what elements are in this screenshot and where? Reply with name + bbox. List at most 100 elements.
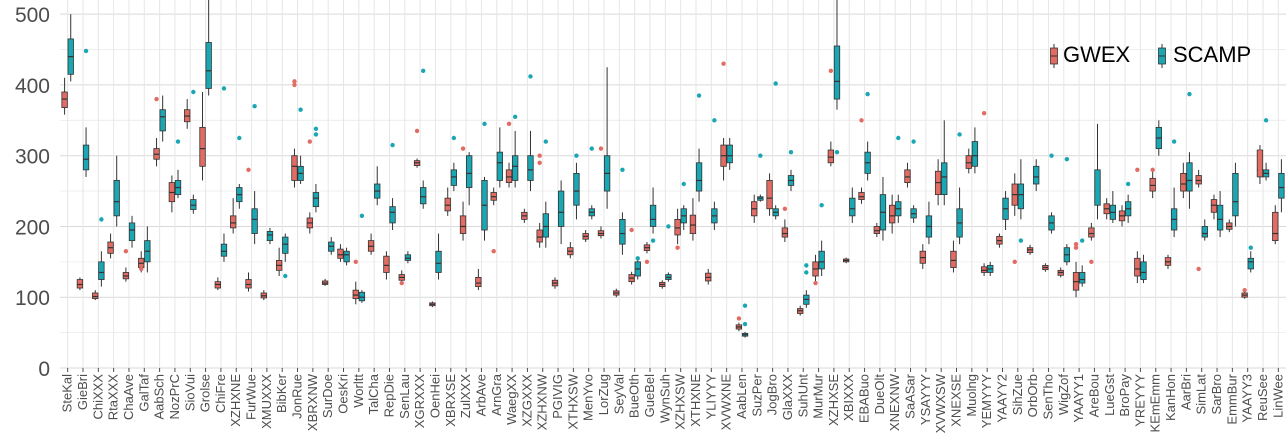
x-tick-label-xnexse: XNEXSE [949,374,964,427]
box-gwex-talcha [367,233,375,255]
outlier-scamp [1263,118,1269,123]
legend-item-scamp: SCAMP [1158,42,1251,68]
box-gwex-xzhxse [827,141,835,167]
legend-key-gwex [1050,44,1058,68]
box-gwex-rtaxxx [107,233,114,259]
x-tick-label-repdie: RepDie [381,374,396,417]
x-tick-label-talcha: TalCha [366,373,381,414]
box-scamp-sarbro [1216,191,1224,238]
box-body [230,215,237,229]
box-gwex-emmbur [1226,219,1233,233]
box-gwex-sentho [1042,263,1049,272]
box-scamp-jonrue [297,155,304,184]
box-scamp-oeskri [343,247,350,266]
box-body [199,126,206,167]
box-scamp-grolse [205,0,212,96]
outlier-scamp [1279,178,1284,183]
box-body [352,289,359,300]
box-scamp-arbave [481,176,488,241]
box-gwex-waegxx [505,162,513,188]
box-gwex-luegst [1103,198,1110,220]
box-gwex-xbrxse [444,187,451,216]
outlier-scamp [589,146,594,151]
box-gwex-menyvo [582,230,589,243]
box-gwex-pgivig [551,277,559,289]
box-gwex-xgrxxx [413,158,421,168]
box-body [1216,204,1224,231]
box-body [404,254,412,261]
box-body [695,162,703,192]
box-scamp-menyvo [588,205,595,220]
box-body [1017,183,1025,210]
box-body [92,292,99,300]
box-body [536,229,543,243]
outlier-scamp [175,139,181,144]
box-scamp-yaayy1 [1079,265,1086,287]
box-gwex-surdoe [321,278,329,286]
box-body [873,226,880,234]
x-tick-label-xzgxxx: XZGXXX [519,374,534,427]
box-gwex-xmuxxx [260,290,267,301]
outlier-gwex [675,245,680,250]
box-body [1232,172,1239,217]
box-gwex-oenhei [429,301,436,308]
box-scamp-xzhxse [833,0,841,110]
box-body [343,250,350,263]
box-scamp-muolng [971,127,979,174]
box-body [420,187,427,205]
box-scamp-chixxx [98,251,105,287]
box-scamp-linwee [1278,159,1285,213]
x-tick-label-ysayyy: YSAYYY [918,374,933,425]
box-gwex-worltt [352,281,359,305]
outlier-scamp [834,149,840,155]
box-gwex-bropay [1118,205,1126,227]
outlier-scamp [1018,238,1024,243]
box-body [466,155,473,188]
box-gwex-xvwxsw [934,159,942,206]
box-body [383,255,390,273]
x-tick-label-wynsuh: WynSuh [657,374,672,423]
box-body [833,45,841,100]
outlier-scamp [359,213,365,219]
box-gwex-yaayy2 [996,233,1003,248]
box-body [858,192,865,200]
x-tick-label-xbixxx: XBIXXX [841,374,856,421]
x-tick-label-guebel: GueBel [642,374,657,417]
x-tick-label-yaayy3: YAAYY3 [1240,374,1255,423]
x-tick-label-xzhxsw: XZHXSW [673,373,688,429]
box-body [1094,169,1101,206]
x-tick-label-sentho: SenTho [1040,374,1055,420]
box-gwex-aabsch [153,138,160,167]
outlier-scamp [482,121,487,127]
outlier-scamp [298,107,303,112]
box-scamp-pgivig [557,180,565,245]
box-body [971,141,979,167]
box-scamp-arebou [1094,123,1101,220]
outlier-scamp [543,139,549,144]
box-gwex-repdie [383,251,390,280]
x-tick-label-ebabuo: EBABuo [857,374,872,423]
box-gwex-jonrue [291,148,298,188]
box-body [1247,257,1254,270]
outlier-scamp [804,263,809,268]
x-tick-label-xmuxxx: XMUXXX [259,374,274,429]
box-body [1186,162,1193,192]
outlier-gwex [598,146,604,151]
x-tick-label-sihzue: SihZue [1010,374,1025,415]
outlier-scamp [528,74,533,79]
box-scamp-xzhxnw [542,201,549,248]
box-gwex-giebri [76,277,84,291]
box-scamp-giebri [82,127,90,177]
outlier-scamp [712,118,717,123]
box-body [781,227,789,238]
legend-label-gwex: GWEX [1063,42,1131,67]
x-tick-label-giebri: GieBri [75,374,90,410]
x-tick-label-muolng: Muolng [964,374,979,417]
outlier-gwex [292,82,297,88]
box-body [496,151,503,181]
x-tick-label-senlau: SenLau [397,374,412,419]
outlier-gwex [123,249,129,254]
x-tick-label-jogbro: JogBro [765,374,780,415]
box-body [1033,165,1040,185]
outlier-scamp [758,153,763,158]
